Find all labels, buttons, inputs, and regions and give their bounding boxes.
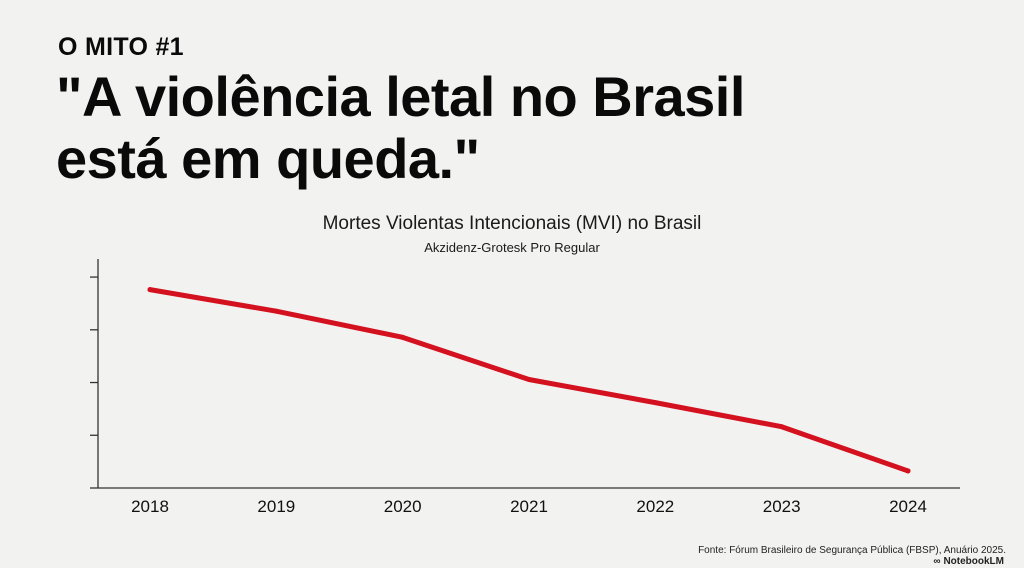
- notebooklm-logo-icon: ∞: [933, 556, 941, 567]
- x-tick-label: 2021: [510, 497, 548, 516]
- slide-headline: "A violência letal no Brasil está em que…: [56, 66, 956, 190]
- data-point: [652, 400, 658, 406]
- chart-title: Mortes Violentas Intencionais (MVI) no B…: [322, 213, 702, 234]
- headline-line-1: "A violência letal no Brasil: [56, 65, 745, 128]
- x-tick-label: 2018: [131, 497, 169, 516]
- data-point: [526, 377, 532, 383]
- source-note: Fonte: Fórum Brasileiro de Segurança Púb…: [698, 545, 1006, 556]
- data-point: [905, 468, 911, 474]
- x-tick-label: 2019: [257, 497, 295, 516]
- data-point: [400, 334, 406, 340]
- x-tick-label: 2024: [889, 497, 927, 516]
- data-point: [147, 287, 153, 293]
- x-tick-label: 2022: [636, 497, 674, 516]
- chart-subtitle: Akzidenz-Grotesk Pro Regular: [424, 240, 600, 255]
- x-tick-label: 2023: [763, 497, 801, 516]
- slide-eyebrow: O MITO #1: [58, 33, 184, 61]
- headline-line-2: está em queda.": [56, 127, 480, 190]
- data-point: [273, 308, 279, 314]
- x-tick-label: 2020: [384, 497, 422, 516]
- brand-watermark: ∞ NotebookLM: [933, 556, 1004, 567]
- data-point: [779, 424, 785, 430]
- brand-label: NotebookLM: [943, 556, 1004, 567]
